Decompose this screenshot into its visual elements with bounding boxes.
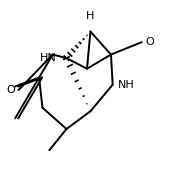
Text: O: O (145, 37, 154, 47)
Text: HN: HN (39, 53, 56, 63)
Text: O: O (6, 85, 15, 95)
Text: H: H (86, 11, 95, 21)
Text: NH: NH (118, 80, 135, 90)
